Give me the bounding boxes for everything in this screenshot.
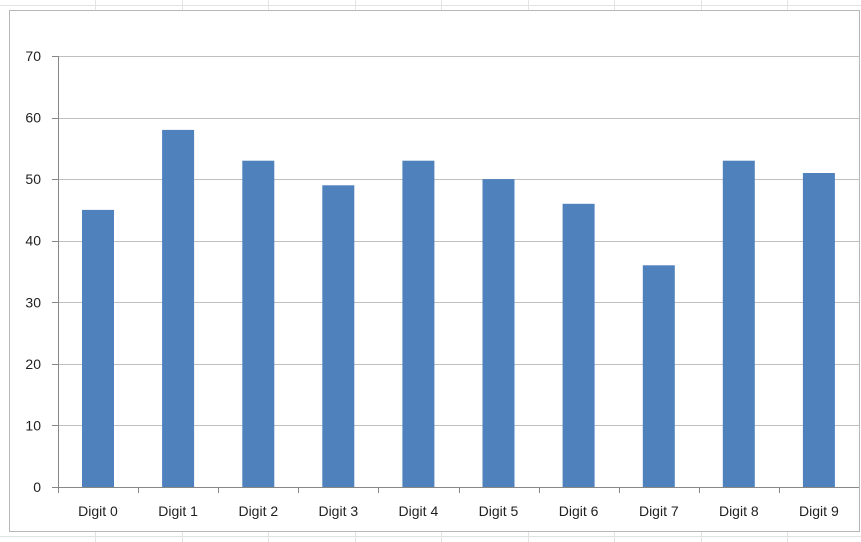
axes — [52, 56, 859, 493]
bars — [82, 129, 835, 488]
x-tick-label-digit-4: Digit 4 — [399, 503, 439, 519]
bar-digit-5[interactable] — [482, 179, 515, 487]
y-tick-label-70: 70 — [25, 48, 41, 64]
x-tick-label-digit-3: Digit 3 — [318, 503, 358, 519]
y-tick-label-50: 50 — [25, 171, 41, 187]
y-tick-label-0: 0 — [33, 479, 41, 495]
y-tick-label-60: 60 — [25, 110, 41, 126]
bar-digit-9[interactable] — [802, 173, 835, 487]
bar-digit-1[interactable] — [162, 129, 195, 487]
x-tick-label-digit-0: Digit 0 — [78, 503, 118, 519]
bar-digit-7[interactable] — [642, 265, 675, 487]
x-axis-tick-labels: Digit 0 Digit 1 Digit 2 Digit 3 Digit 4 Digit… — [78, 503, 839, 519]
bar-digit-4[interactable] — [402, 160, 435, 487]
x-tick-label-digit-5: Digit 5 — [479, 503, 519, 519]
x-tick-label-digit-1: Digit 1 — [158, 503, 198, 519]
x-tick-label-digit-2: Digit 2 — [238, 503, 278, 519]
chart-area[interactable]: 0 10 20 30 40 50 60 70 Digit 0 Digit 1 Digit 2 Dig… — [9, 10, 860, 532]
bar-digit-3[interactable] — [322, 185, 355, 488]
y-tick-label-30: 30 — [25, 294, 41, 310]
x-tick-label-digit-7: Digit 7 — [639, 503, 679, 519]
bar-digit-0[interactable] — [82, 209, 114, 487]
x-tick-label-digit-6: Digit 6 — [559, 503, 599, 519]
x-tick-label-digit-9: Digit 9 — [799, 503, 839, 519]
x-tick-label-digit-8: Digit 8 — [719, 503, 759, 519]
y-tick-label-10: 10 — [25, 417, 41, 433]
y-tick-label-40: 40 — [25, 233, 41, 249]
y-axis-tick-labels: 0 10 20 30 40 50 60 70 — [25, 48, 41, 495]
y-tick-label-20: 20 — [25, 356, 41, 372]
bar-digit-8[interactable] — [722, 160, 755, 487]
bar-digit-6[interactable] — [562, 203, 595, 488]
bar-digit-2[interactable] — [242, 160, 275, 487]
